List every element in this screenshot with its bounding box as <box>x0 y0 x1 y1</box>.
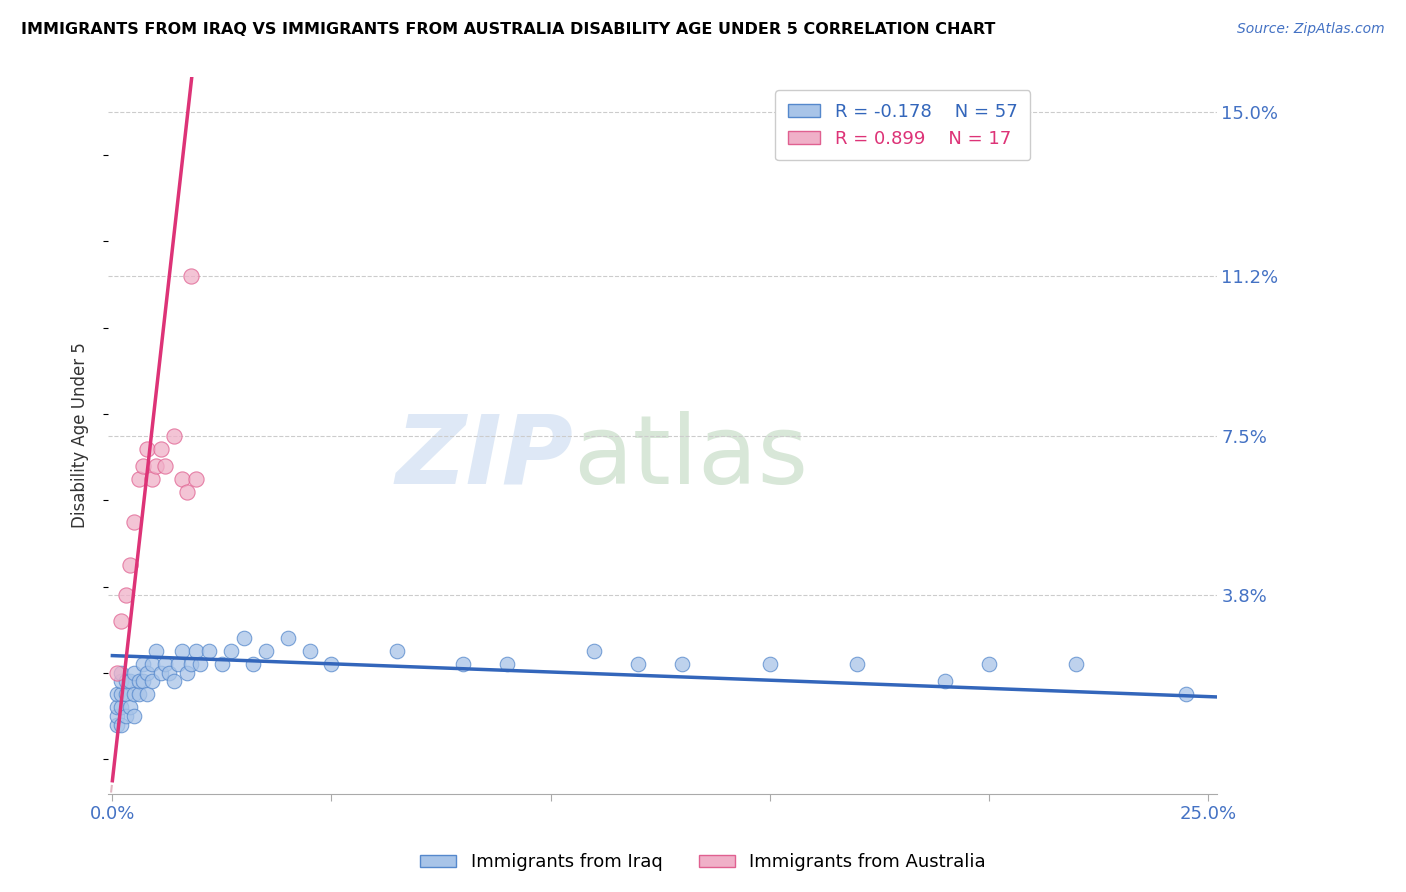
Point <box>163 674 186 689</box>
Point <box>145 458 167 473</box>
Point <box>321 657 343 672</box>
Point <box>172 472 194 486</box>
Point <box>385 644 408 658</box>
Point <box>188 657 211 672</box>
Point <box>153 458 176 473</box>
Point <box>180 268 202 283</box>
Point <box>141 472 163 486</box>
Text: IMMIGRANTS FROM IRAQ VS IMMIGRANTS FROM AUSTRALIA DISABILITY AGE UNDER 5 CORRELA: IMMIGRANTS FROM IRAQ VS IMMIGRANTS FROM … <box>21 22 995 37</box>
Point <box>977 657 1000 672</box>
Point <box>105 717 128 731</box>
Point <box>211 657 233 672</box>
Text: ZIP: ZIP <box>395 410 574 504</box>
Point <box>277 632 299 646</box>
Point <box>118 674 141 689</box>
Point <box>118 558 141 572</box>
Point <box>172 644 194 658</box>
Point <box>145 644 167 658</box>
Point <box>219 644 242 658</box>
Point <box>184 472 207 486</box>
Point <box>105 709 128 723</box>
Legend: R = -0.178    N = 57, R = 0.899    N = 17: R = -0.178 N = 57, R = 0.899 N = 17 <box>775 90 1031 161</box>
Y-axis label: Disability Age Under 5: Disability Age Under 5 <box>72 343 89 528</box>
Point <box>671 657 693 672</box>
Point <box>105 665 128 680</box>
Point <box>110 700 132 714</box>
Point <box>451 657 474 672</box>
Point <box>110 614 132 628</box>
Point <box>124 515 146 529</box>
Point <box>153 657 176 672</box>
Point <box>242 657 264 672</box>
Point <box>232 632 254 646</box>
Point <box>132 674 155 689</box>
Point <box>114 709 136 723</box>
Point <box>110 717 132 731</box>
Point <box>128 688 150 702</box>
Point <box>105 688 128 702</box>
Point <box>254 644 277 658</box>
Point <box>124 688 146 702</box>
Point <box>163 428 186 442</box>
Point <box>124 665 146 680</box>
Point <box>583 644 606 658</box>
Point <box>298 644 321 658</box>
Point <box>167 657 190 672</box>
Point <box>128 674 150 689</box>
Point <box>846 657 869 672</box>
Point <box>124 709 146 723</box>
Point <box>495 657 517 672</box>
Point <box>136 665 159 680</box>
Point <box>176 665 198 680</box>
Point <box>128 472 150 486</box>
Point <box>176 484 198 499</box>
Point <box>1174 688 1197 702</box>
Point <box>105 700 128 714</box>
Point <box>197 644 219 658</box>
Point <box>110 665 132 680</box>
Point <box>184 644 207 658</box>
Point <box>114 588 136 602</box>
Point <box>132 657 155 672</box>
Point <box>118 700 141 714</box>
Point <box>149 442 172 456</box>
Point <box>1066 657 1088 672</box>
Text: atlas: atlas <box>574 410 808 504</box>
Point <box>114 674 136 689</box>
Point <box>157 665 180 680</box>
Point <box>149 665 172 680</box>
Point <box>132 458 155 473</box>
Point <box>180 657 202 672</box>
Point <box>627 657 650 672</box>
Text: Source: ZipAtlas.com: Source: ZipAtlas.com <box>1237 22 1385 37</box>
Point <box>934 674 956 689</box>
Point <box>110 688 132 702</box>
Point <box>136 442 159 456</box>
Legend: Immigrants from Iraq, Immigrants from Australia: Immigrants from Iraq, Immigrants from Au… <box>413 847 993 879</box>
Point <box>136 688 159 702</box>
Point <box>141 674 163 689</box>
Point <box>114 688 136 702</box>
Point <box>758 657 780 672</box>
Point <box>110 674 132 689</box>
Point <box>141 657 163 672</box>
